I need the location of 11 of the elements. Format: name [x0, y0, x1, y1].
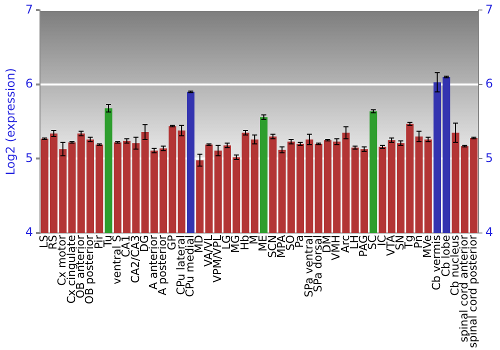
- y-axis-title: Log2 (expression): [3, 68, 18, 176]
- y2-tick-label: 5: [485, 150, 494, 165]
- x-tick-label: Tg: [402, 235, 416, 250]
- x-tick-label: OB posterior: [83, 234, 96, 304]
- y-tick-label: 7: [25, 2, 34, 16]
- y2-tick-label: 4: [485, 225, 494, 240]
- y2-tick-label: 6: [485, 76, 494, 91]
- y-tick-label: 6: [25, 76, 34, 91]
- y-tick-label: 4: [25, 225, 34, 240]
- y-tick-label: 5: [25, 150, 34, 165]
- y2-tick-label: 7: [485, 2, 494, 16]
